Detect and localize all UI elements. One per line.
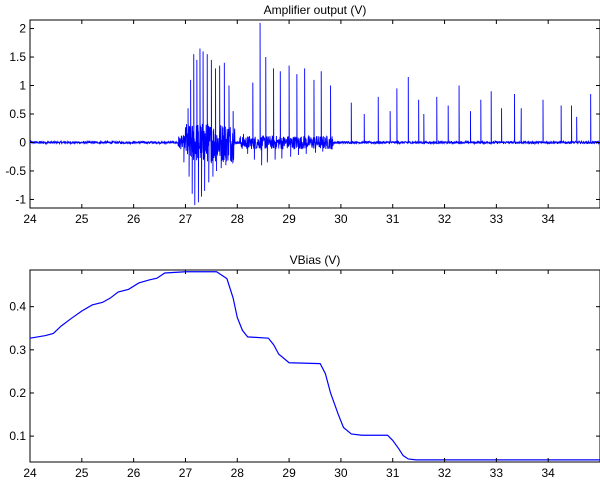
vbias-panel: VBias (V) 24 25 26 27 28 29 30 31 32 33 34 0.1 0.2 0.… xyxy=(9,253,600,480)
vbias-xtick-label: 32 xyxy=(438,466,452,480)
amplifier-output-ytick-label: -1 xyxy=(15,192,26,206)
vbias-xtick-label: 26 xyxy=(127,466,141,480)
amplifier-output-xtick-label: 25 xyxy=(75,212,89,226)
amplifier-output-xtick-label: 27 xyxy=(179,212,193,226)
vbias-xtick-label: 30 xyxy=(334,466,348,480)
amplifier-output-ytick-label: 0.5 xyxy=(9,107,26,121)
vbias-ytick-label: 0.3 xyxy=(9,343,26,357)
vbias-xtick-label: 24 xyxy=(23,466,37,480)
amplifier-output-xtick-label: 24 xyxy=(23,212,37,226)
amplifier-output-ytick-label: -0.5 xyxy=(5,164,26,178)
vbias-xtick-label: 31 xyxy=(386,466,400,480)
vbias-ytick-label: 0.1 xyxy=(9,429,26,443)
vbias-ticks: 24 25 26 27 28 29 30 31 32 33 34 0.1 0.2 0.3 0.4 xyxy=(9,270,600,480)
amplifier-output-xtick-label: 32 xyxy=(438,212,452,226)
vbias-ytick-label: 0.2 xyxy=(9,386,26,400)
vbias-xtick-label: 34 xyxy=(542,466,556,480)
amplifier-output-xtick-label: 31 xyxy=(386,212,400,226)
amplifier-output-series-line xyxy=(29,22,600,206)
vbias-xtick-label: 33 xyxy=(490,466,504,480)
vbias-xtick-label: 27 xyxy=(179,466,193,480)
amplifier-output-xtick-label: 33 xyxy=(490,212,504,226)
amplifier-output-xtick-label: 29 xyxy=(282,212,296,226)
amplifier-output-ticks: 24 25 26 27 28 29 30 31 32 33 34 -1 -0.5 0 0.5 1 1.5 2 xyxy=(5,20,600,226)
vbias-series-line xyxy=(29,271,600,461)
amplifier-output-ytick-label: 0 xyxy=(19,135,26,149)
vbias-ytick-label: 0.4 xyxy=(9,300,26,314)
amplifier-output-axes-frame xyxy=(29,19,600,209)
vbias-xtick-label: 28 xyxy=(231,466,245,480)
amplifier-output-xtick-label: 26 xyxy=(127,212,141,226)
amplifier-output-xtick-label: 34 xyxy=(542,212,556,226)
amplifier-output-panel: Amplifier output (V) 24 25 26 27 28 29 30 31 32 3… xyxy=(5,3,600,226)
amplifier-output-ytick-label: 2 xyxy=(19,22,26,36)
vbias-xtick-label: 25 xyxy=(75,466,89,480)
amplifier-output-ytick-label: 1 xyxy=(19,79,26,93)
vbias-title: VBias (V) xyxy=(290,253,341,267)
amplifier-output-title: Amplifier output (V) xyxy=(264,3,367,17)
vbias-xtick-label: 29 xyxy=(282,466,296,480)
amplifier-output-xtick-label: 30 xyxy=(334,212,348,226)
vbias-axes-frame xyxy=(29,269,600,463)
amplifier-output-xtick-label: 28 xyxy=(231,212,245,226)
amplifier-output-ytick-label: 1.5 xyxy=(9,50,26,64)
